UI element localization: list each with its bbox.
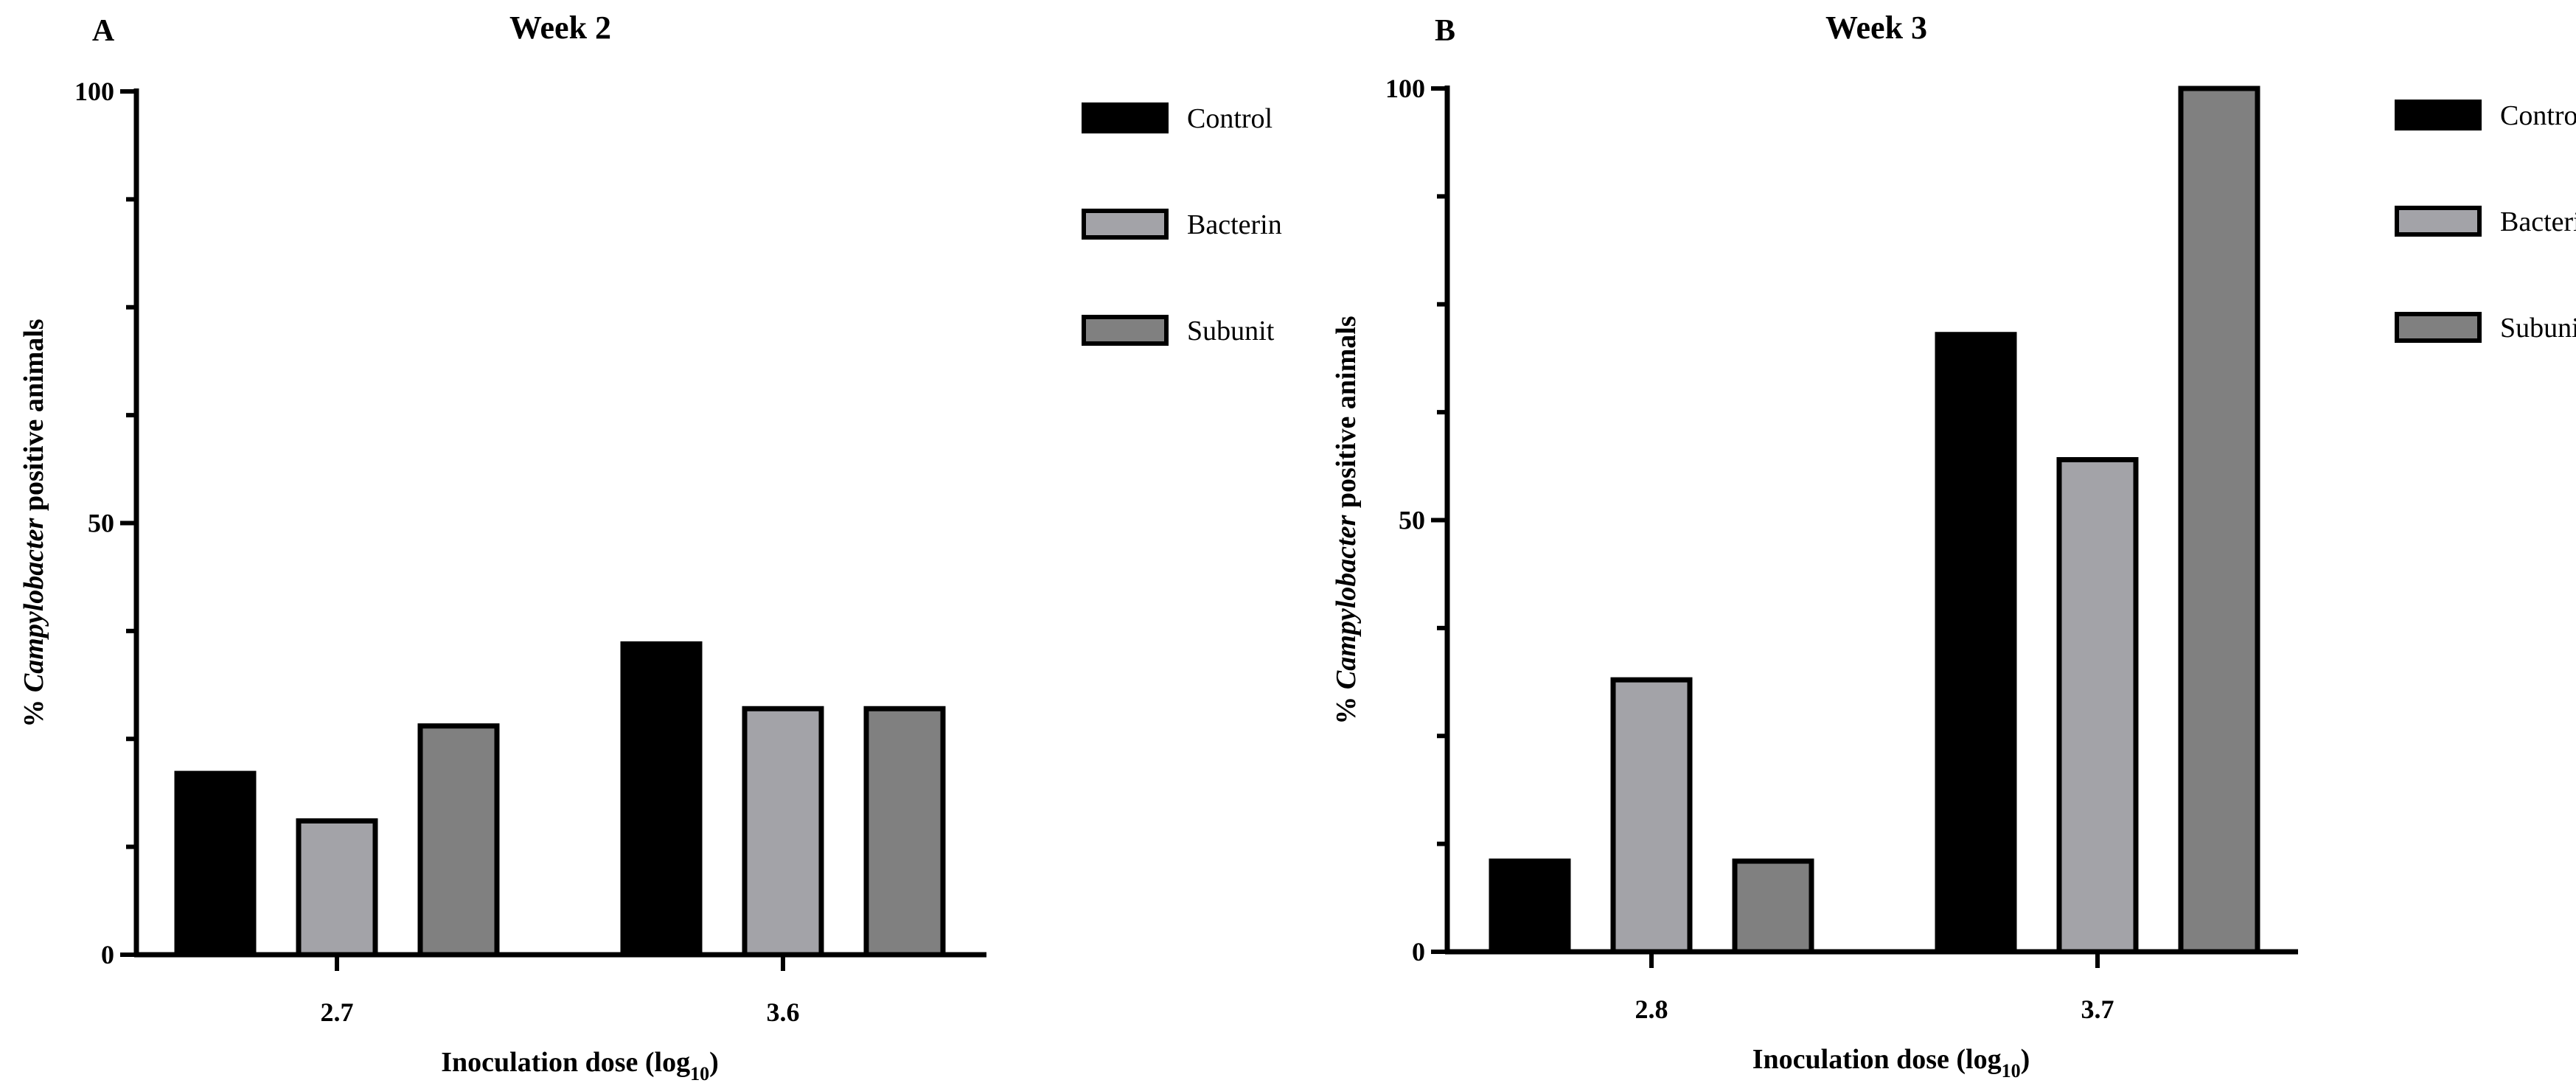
bar-subunit-2.7	[417, 723, 500, 958]
legend-label-subunit: Subunit	[1187, 316, 1275, 347]
y-tick-label: 0	[101, 940, 114, 969]
panel-letter: A	[92, 14, 115, 48]
x-axis-label-end: )	[709, 1047, 719, 1078]
x-axis-label: Inoculation dose (log10)	[441, 1047, 718, 1083]
y-tick-label: 50	[88, 509, 114, 538]
y-axis-label: % Campylobacter positive animals	[1331, 316, 1362, 724]
x-tick-label: 3.7	[2081, 995, 2114, 1024]
panel-letter: B	[1435, 14, 1455, 48]
legend-label-bacterin: Bacterin	[1187, 209, 1282, 240]
y-axis-label-suffix: positive animals	[18, 318, 49, 518]
legend-label-control: Control	[2500, 100, 2576, 131]
y-axis-label-italic: Campylobacter	[1331, 514, 1362, 689]
y-tick-label: 100	[74, 77, 114, 106]
y-tick-label: 50	[1399, 506, 1425, 535]
panel-b: B Week 3 0 50 100 2.8 3.7 Inoculation dose (log…	[1331, 10, 2576, 1082]
bar-bacterin-3.7	[2056, 457, 2139, 955]
bar-bacterin-3.6	[742, 706, 824, 958]
legend-label-bacterin: Bacterin	[2500, 206, 2576, 237]
panel-a: A Week 2 0 50 100 2.7 3.6 Inoculation dose (log…	[18, 10, 1282, 1083]
legend-swatch-subunit	[1082, 315, 1169, 346]
legend-swatch-bacterin	[2395, 206, 2482, 237]
bar-subunit-3.7	[2178, 86, 2260, 955]
x-axis-label-subscript: 10	[690, 1063, 709, 1083]
y-axis-label: % Campylobacter positive animals	[18, 318, 49, 727]
legend-swatch-control	[2395, 100, 2482, 130]
legend-label-control: Control	[1187, 103, 1273, 134]
x-axis-label-subscript: 10	[2002, 1060, 2021, 1082]
bar-control-3.6	[620, 641, 703, 958]
x-tick-label: 2.8	[1635, 995, 1668, 1024]
chart-title: Week 2	[509, 10, 611, 46]
legend-swatch-control	[1082, 102, 1169, 133]
y-tick-label: 0	[1412, 937, 1425, 967]
y-axis-label-prefix: %	[1331, 689, 1362, 725]
x-axis-label: Inoculation dose (log10)	[1752, 1044, 2030, 1082]
bar-control-2.7	[174, 770, 257, 958]
y-axis-label-prefix: %	[18, 692, 49, 728]
chart-title: Week 3	[1825, 10, 1927, 46]
y-axis-label-italic: Campylobacter	[18, 517, 49, 692]
bar-bacterin-2.7	[296, 818, 378, 958]
y-tick-label: 100	[1385, 74, 1425, 103]
bar-bacterin-2.8	[1610, 677, 1693, 955]
bar-subunit-2.8	[1732, 858, 1814, 955]
legend-swatch-bacterin	[1082, 209, 1169, 240]
x-tick-label: 3.6	[767, 997, 800, 1027]
x-axis-label-end: )	[2021, 1044, 2030, 1075]
legend-swatch-subunit	[2395, 312, 2482, 343]
x-tick-label: 2.7	[321, 997, 354, 1027]
x-axis-label-main: Inoculation dose (log	[441, 1047, 690, 1078]
x-axis-label-main: Inoculation dose (log	[1752, 1044, 2002, 1075]
bar-subunit-3.6	[863, 706, 946, 958]
legend-label-subunit: Subunit	[2500, 313, 2576, 344]
y-axis-label-suffix: positive animals	[1331, 316, 1362, 515]
bar-control-2.8	[1489, 858, 1571, 955]
bar-control-3.7	[1935, 332, 2017, 955]
